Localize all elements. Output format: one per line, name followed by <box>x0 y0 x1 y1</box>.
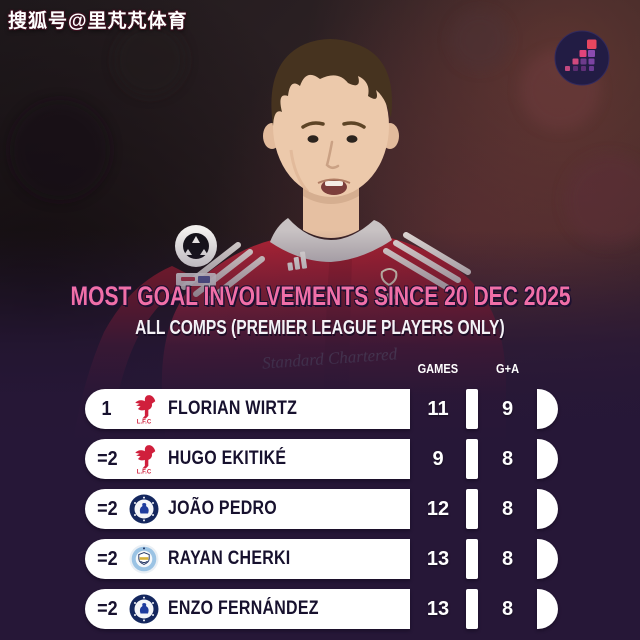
games-value: 9 <box>432 448 444 470</box>
divider-bar <box>466 389 478 429</box>
rank-label: =2 <box>96 447 118 470</box>
ranking-table: 1 L.F.C FLORIAN WIRTZ 11 9 =2 <box>85 389 558 639</box>
row-end-cap <box>537 439 558 479</box>
games-value: 11 <box>427 398 449 420</box>
row-end-cap <box>537 489 558 529</box>
liverpool-crest-icon: L.F.C <box>129 440 159 478</box>
table-row: =2 RAYAN CHERKI 13 8 <box>85 539 558 579</box>
rank-label: =2 <box>96 597 118 620</box>
player-pill: =2 L.F.C HUGO EKITIKÉ <box>85 439 410 479</box>
rising-blocks-logo-icon <box>554 30 610 86</box>
table-row: 1 L.F.C FLORIAN WIRTZ 11 9 <box>85 389 558 429</box>
ga-value: 8 <box>501 448 514 470</box>
row-end-cap <box>537 589 558 629</box>
column-header-games: GAMES <box>417 361 459 376</box>
player-name: RAYAN CHERKI <box>168 548 291 569</box>
ga-value: 9 <box>501 398 514 420</box>
player-name: JOÃO PEDRO <box>168 498 277 519</box>
ga-value: 8 <box>501 548 514 570</box>
player-pill: =2 RAYAN CHERKI <box>85 539 410 579</box>
rank-label: =2 <box>96 497 118 520</box>
page-subtitle: ALL COMPS (PREMIER LEAGUE PLAYERS ONLY) <box>135 317 505 339</box>
row-end-cap <box>537 539 558 579</box>
player-pill: 1 L.F.C FLORIAN WIRTZ <box>85 389 410 429</box>
liverpool-crest-icon: L.F.C <box>129 390 159 428</box>
divider-bar <box>466 489 478 529</box>
svg-text:L.F.C: L.F.C <box>137 470 152 476</box>
player-name: ENZO FERNÁNDEZ <box>168 598 319 619</box>
watermark: 搜狐号@里芃芃体育 <box>8 11 188 32</box>
games-value: 13 <box>426 598 450 620</box>
player-pill: =2 JOÃO PEDRO <box>85 489 410 529</box>
manchester-city-crest-icon <box>129 540 159 578</box>
rank-label: =2 <box>96 547 118 570</box>
ucl-starball-badge-icon <box>175 225 217 267</box>
divider-bar <box>466 439 478 479</box>
chelsea-crest-icon <box>129 490 159 528</box>
divider-bar <box>466 589 478 629</box>
player-head <box>263 39 399 197</box>
chelsea-crest-icon <box>129 590 159 628</box>
page-title: MOST GOAL INVOLVEMENTS SINCE 20 DEC 2025 <box>70 281 571 311</box>
table-row: =2 L.F.C HUGO EKITIKÉ 9 8 <box>85 439 558 479</box>
games-value: 12 <box>426 498 450 520</box>
row-end-cap <box>537 389 558 429</box>
ga-value: 8 <box>501 498 514 520</box>
games-value: 13 <box>426 548 450 570</box>
divider-bar <box>466 539 478 579</box>
player-name: HUGO EKITIKÉ <box>168 448 287 469</box>
player-pill: =2 ENZO FERNÁNDEZ <box>85 589 410 629</box>
player-name: FLORIAN WIRTZ <box>168 398 298 419</box>
svg-text:L.F.C: L.F.C <box>137 420 152 426</box>
rank-label: 1 <box>101 397 113 420</box>
table-row: =2 ENZO FERNÁNDEZ 13 <box>85 589 558 629</box>
table-row: =2 JOÃO PEDRO 12 <box>85 489 558 529</box>
column-header-ga: G+A <box>496 361 520 376</box>
ga-value: 8 <box>501 598 514 620</box>
